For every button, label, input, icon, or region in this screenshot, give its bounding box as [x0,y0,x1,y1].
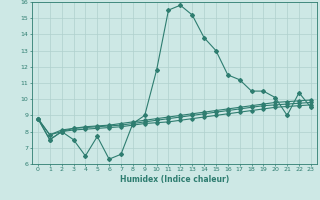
X-axis label: Humidex (Indice chaleur): Humidex (Indice chaleur) [120,175,229,184]
